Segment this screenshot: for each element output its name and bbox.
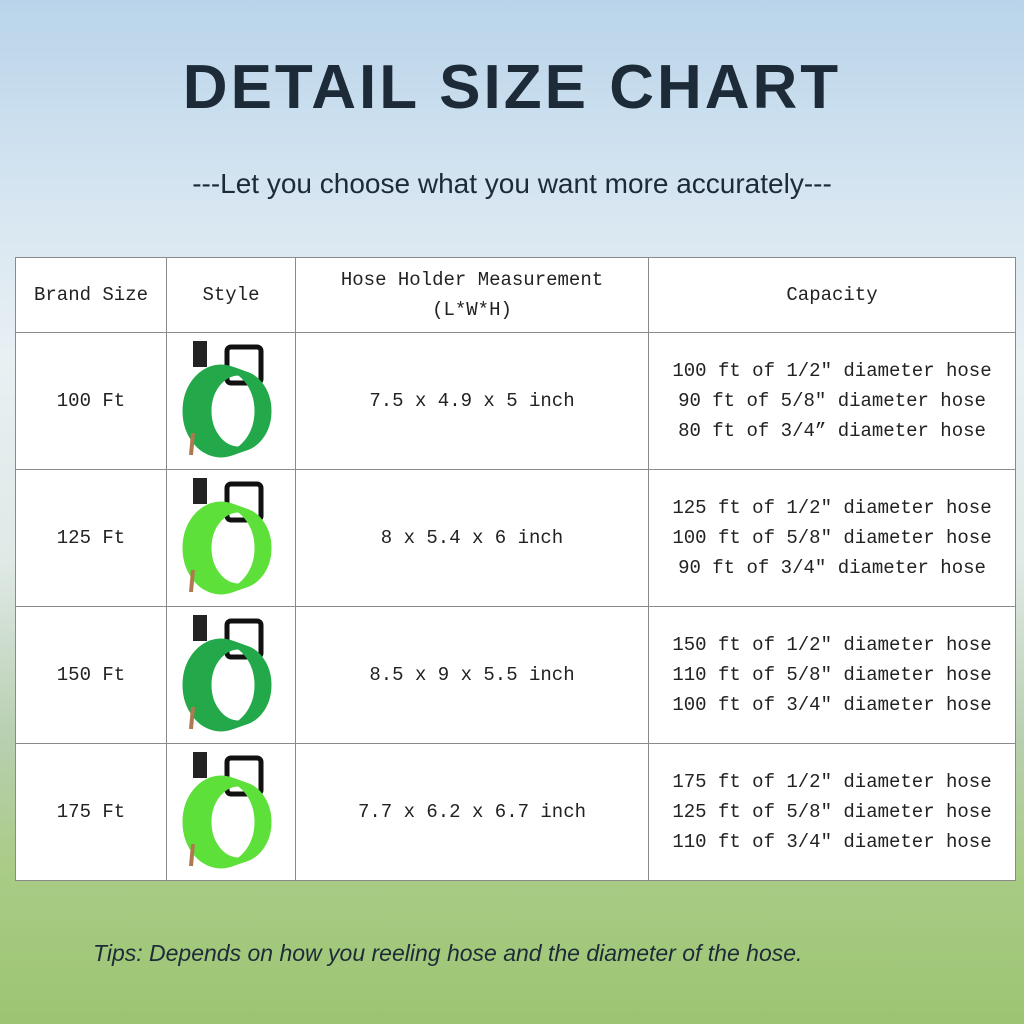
brand-size: 100 Ft <box>15 332 167 470</box>
capacity-line: 110 ft of 3/4″ diameter hose <box>672 831 992 853</box>
capacity: 125 ft of 1/2″ diameter hose 100 ft of 5/… <box>648 469 1016 607</box>
capacity-line: 100 ft of 3/4″ diameter hose <box>672 694 992 716</box>
brand-size: 175 Ft <box>15 743 167 881</box>
style-image <box>166 469 296 607</box>
brand-size: 150 Ft <box>15 606 167 744</box>
capacity-line: 150 ft of 1/2″ diameter hose <box>672 634 992 656</box>
table-row: 175 Ft 7.7 x 6.2 x 6.7 inch 175 ft of 1/… <box>15 743 1016 881</box>
measurement: 7.7 x 6.2 x 6.7 inch <box>295 743 649 881</box>
capacity: 150 ft of 1/2″ diameter hose 110 ft of 5/… <box>648 606 1016 744</box>
header-measurement-label: Hose Holder Measurement <box>340 269 604 291</box>
capacity-line: 125 ft of 5/8″ diameter hose <box>672 801 992 823</box>
tips-text: Tips: Depends on how you reeling hose an… <box>93 940 803 966</box>
hose-holder-image <box>182 341 272 458</box>
measurement: 7.5 x 4.9 x 5 inch <box>295 332 649 470</box>
hose-holder-image <box>182 615 272 732</box>
table-row: 100 Ft 7.5 x 4.9 x 5 inch 100 ft of 1/2″… <box>15 332 1016 470</box>
header-style: Style <box>166 257 296 333</box>
table-row: 150 Ft 8.5 x 9 x 5.5 inch 150 ft of 1/2″… <box>15 606 1016 744</box>
capacity: 175 ft of 1/2″ diameter hose 125 ft of 5/… <box>648 743 1016 881</box>
capacity-line: 90 ft of 5/8″ diameter hose <box>678 390 986 412</box>
measurement: 8.5 x 9 x 5.5 inch <box>295 606 649 744</box>
header-capacity: Capacity <box>648 257 1016 333</box>
header-brand-size: Brand Size <box>15 257 167 333</box>
style-image <box>166 743 296 881</box>
capacity-line: 125 ft of 1/2″ diameter hose <box>672 497 992 519</box>
capacity-line: 80 ft of 3/4” diameter hose <box>678 420 986 442</box>
capacity-line: 100 ft of 5/8″ diameter hose <box>672 527 992 549</box>
capacity-line: 110 ft of 5/8″ diameter hose <box>672 664 992 686</box>
hose-holder-image <box>182 478 272 595</box>
hose-holder-image <box>182 752 272 869</box>
size-table: Brand Size Style Hose Holder Measurement… <box>15 257 1016 881</box>
measurement: 8 x 5.4 x 6 inch <box>295 469 649 607</box>
header-measurement-units: (L*W*H) <box>432 299 512 321</box>
capacity: 100 ft of 1/2″ diameter hose 90 ft of 5/8… <box>648 332 1016 470</box>
capacity-line: 90 ft of 3/4″ diameter hose <box>678 557 986 579</box>
page-title: DETAIL SIZE CHART <box>182 53 842 122</box>
brand-size: 125 Ft <box>15 469 167 607</box>
style-image <box>166 332 296 470</box>
table-row: 125 Ft 8 x 5.4 x 6 inch 125 ft of 1/2″ d… <box>15 469 1016 607</box>
subtitle: ---Let you choose what you want more acc… <box>192 168 832 199</box>
header-measurement: Hose Holder Measurement (L*W*H) <box>295 257 649 333</box>
capacity-line: 100 ft of 1/2″ diameter hose <box>672 360 992 382</box>
style-image <box>166 606 296 744</box>
capacity-line: 175 ft of 1/2″ diameter hose <box>672 771 992 793</box>
table-header: Brand Size Style Hose Holder Measurement… <box>15 257 1016 333</box>
